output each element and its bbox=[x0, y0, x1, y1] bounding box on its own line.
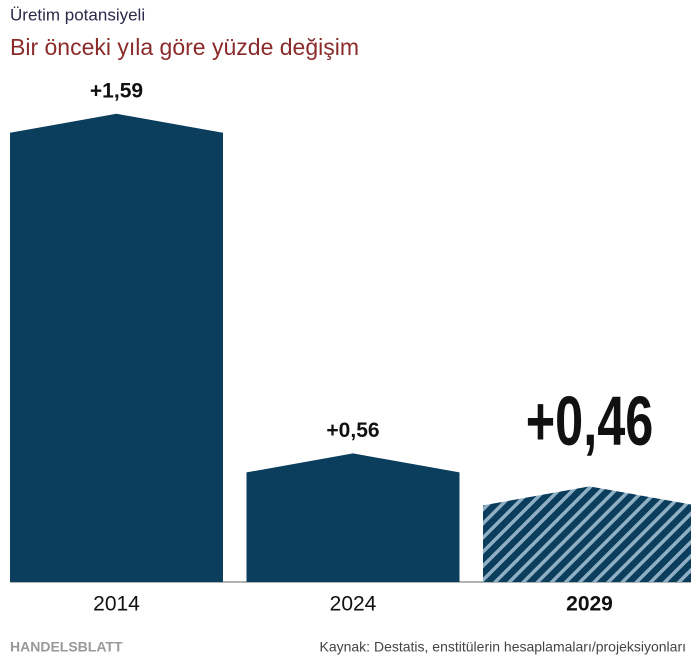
bar bbox=[483, 486, 691, 582]
bar bbox=[246, 453, 460, 582]
source: Kaynak: Destatis, enstitülerin hesaplama… bbox=[319, 639, 686, 655]
value-label: +0,56 bbox=[326, 419, 379, 442]
value-label: +1,59 bbox=[90, 79, 143, 102]
x-tick-label: 2029 bbox=[566, 593, 613, 616]
value-label: +0,46 bbox=[526, 382, 654, 460]
brand: HANDELSBLATT bbox=[10, 639, 123, 655]
chart-title: Üretim potansiyeli bbox=[10, 5, 145, 24]
x-tick-label: 2024 bbox=[330, 593, 377, 616]
bar bbox=[10, 113, 223, 582]
x-tick-label: 2014 bbox=[93, 593, 140, 616]
chart-subtitle: Bir önceki yıla göre yüzde değişim bbox=[10, 34, 359, 60]
